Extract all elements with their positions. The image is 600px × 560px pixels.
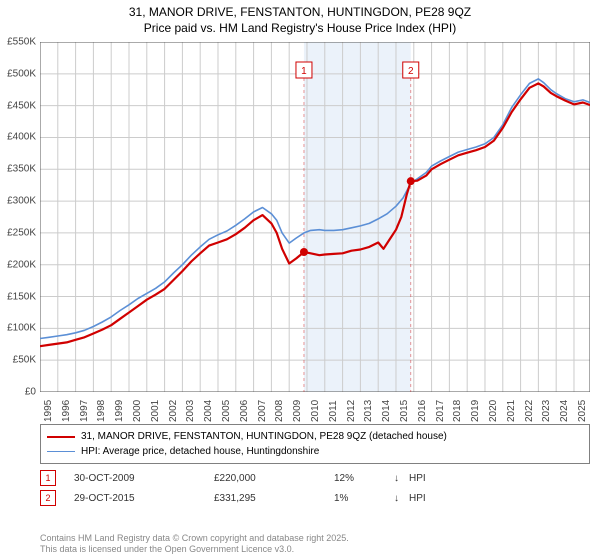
x-tick-label: 2017 [435,400,446,422]
x-tick-label: 2013 [363,400,374,422]
chart-title: 31, MANOR DRIVE, FENSTANTON, HUNTINGDON,… [0,0,600,36]
x-tick-label: 2009 [292,400,303,422]
x-tick-label: 2025 [577,400,588,422]
y-tick-label: £50K [13,355,36,366]
sale-vs: HPI [409,493,426,504]
x-tick-label: 2012 [346,400,357,422]
y-tick-label: £100K [7,323,36,334]
y-tick-label: £0 [25,387,36,398]
x-tick-label: 2006 [239,400,250,422]
x-tick-label: 1998 [96,400,107,422]
sale-price: £331,295 [214,493,334,504]
legend-label: HPI: Average price, detached house, Hunt… [81,444,319,459]
line-chart: 12 [40,42,590,392]
svg-text:1: 1 [301,66,307,77]
x-tick-label: 2000 [132,400,143,422]
y-tick-label: £250K [7,227,36,238]
down-arrow-icon: ↓ [394,473,409,484]
legend-item: 31, MANOR DRIVE, FENSTANTON, HUNTINGDON,… [47,429,583,444]
legend-item: HPI: Average price, detached house, Hunt… [47,444,583,459]
x-tick-label: 2005 [221,400,232,422]
y-tick-label: £550K [7,37,36,48]
x-tick-label: 2015 [399,400,410,422]
y-tick-label: £150K [7,291,36,302]
x-tick-label: 2022 [524,400,535,422]
down-arrow-icon: ↓ [394,493,409,504]
x-tick-label: 2002 [168,400,179,422]
x-tick-label: 2003 [185,400,196,422]
sale-delta: 1% [334,493,394,504]
x-tick-label: 1995 [43,400,54,422]
chart-area: 12 £0£50K£100K£150K£200K£250K£300K£350K£… [40,42,590,392]
y-tick-label: £450K [7,100,36,111]
y-tick-label: £500K [7,68,36,79]
sale-date: 29-OCT-2015 [74,493,214,504]
x-tick-label: 2019 [470,400,481,422]
x-tick-label: 1997 [79,400,90,422]
footer-line-1: Contains HM Land Registry data © Crown c… [40,533,349,545]
sales-table: 1 30-OCT-2009£220,00012%↓HPI 2 29-OCT-2015£… [40,468,590,508]
legend-label: 31, MANOR DRIVE, FENSTANTON, HUNTINGDON,… [81,429,447,444]
y-axis: £0£50K£100K£150K£200K£250K£300K£350K£400… [0,42,38,392]
x-tick-label: 1996 [61,400,72,422]
y-tick-label: £300K [7,196,36,207]
footer: Contains HM Land Registry data © Crown c… [40,533,349,556]
sale-badge: 1 [40,470,56,486]
x-tick-label: 2004 [203,400,214,422]
x-tick-label: 2021 [506,400,517,422]
title-line-1: 31, MANOR DRIVE, FENSTANTON, HUNTINGDON,… [0,4,600,20]
y-tick-label: £350K [7,164,36,175]
sale-delta: 12% [334,473,394,484]
legend-swatch [47,436,75,438]
x-tick-label: 1999 [114,400,125,422]
x-tick-label: 2023 [541,400,552,422]
legend: 31, MANOR DRIVE, FENSTANTON, HUNTINGDON,… [40,424,590,464]
x-tick-label: 2007 [257,400,268,422]
chart-container: 31, MANOR DRIVE, FENSTANTON, HUNTINGDON,… [0,0,600,560]
footer-line-2: This data is licensed under the Open Gov… [40,544,349,556]
sale-badge: 2 [40,490,56,506]
x-tick-label: 2020 [488,400,499,422]
x-tick-label: 2001 [150,400,161,422]
x-tick-label: 2018 [452,400,463,422]
x-axis: 1995 1996 1997 1998 1999 2000 2001 2002 2003 2004… [40,394,590,424]
x-tick-label: 2024 [559,400,570,422]
sale-date: 30-OCT-2009 [74,473,214,484]
y-tick-label: £400K [7,132,36,143]
x-tick-label: 2010 [310,400,321,422]
sale-price: £220,000 [214,473,334,484]
x-tick-label: 2011 [328,400,339,422]
svg-text:2: 2 [408,66,414,77]
x-tick-label: 2014 [381,400,392,422]
sale-row: 1 30-OCT-2009£220,00012%↓HPI [40,468,590,488]
y-tick-label: £200K [7,259,36,270]
title-line-2: Price paid vs. HM Land Registry's House … [0,20,600,36]
x-tick-label: 2016 [417,400,428,422]
legend-swatch [47,451,75,452]
sale-row: 2 29-OCT-2015£331,2951%↓HPI [40,488,590,508]
x-tick-label: 2008 [274,400,285,422]
sale-vs: HPI [409,473,426,484]
